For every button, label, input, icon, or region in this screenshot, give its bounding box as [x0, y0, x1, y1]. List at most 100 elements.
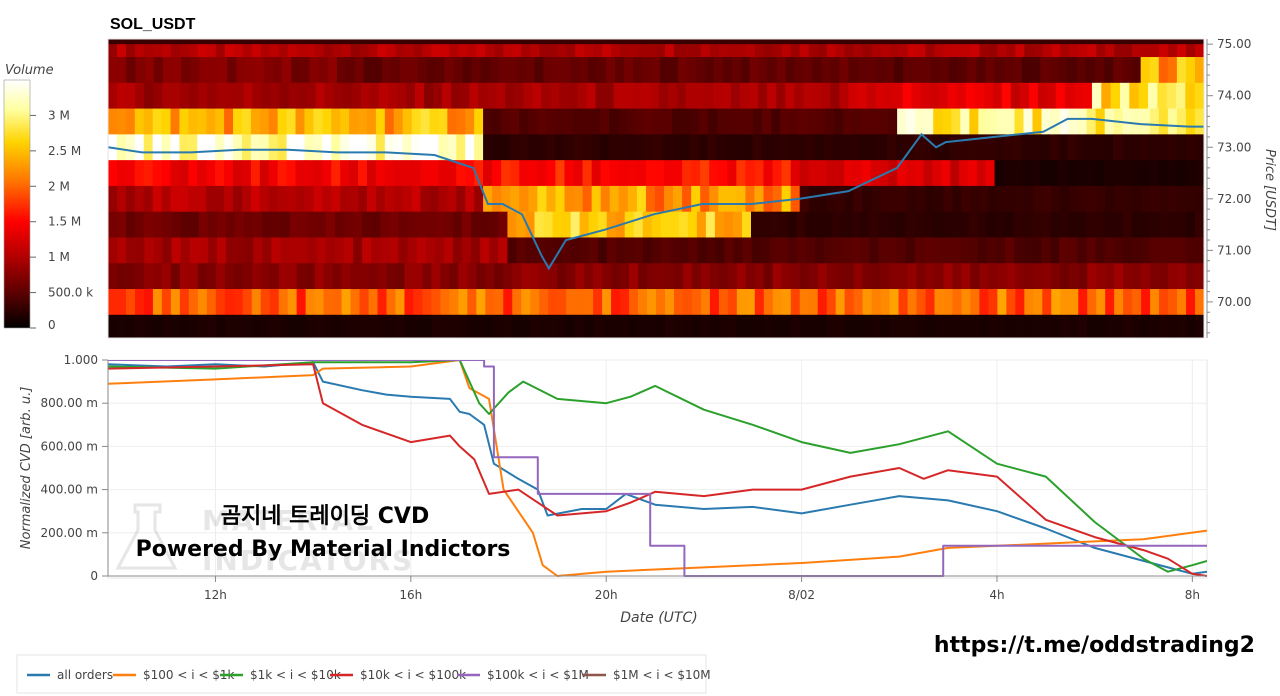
heatmap-cell — [932, 160, 943, 187]
heatmap-cell — [1123, 263, 1133, 290]
heatmap-cell — [519, 108, 529, 135]
heatmap-cell — [658, 82, 669, 110]
heatmap-cell — [1076, 134, 1087, 161]
heatmap-cell — [429, 185, 440, 213]
heatmap-cell — [723, 211, 734, 239]
heatmap-cell — [718, 185, 728, 213]
heatmap-cell — [539, 263, 549, 290]
heatmap-cell — [625, 237, 635, 264]
heatmap-cell — [358, 160, 368, 187]
heatmap-cell — [152, 314, 163, 338]
heatmap-cell — [988, 263, 998, 290]
heatmap-cell — [241, 108, 252, 135]
heatmap-cell — [930, 57, 941, 84]
heatmap-cell — [197, 289, 208, 316]
heatmap-cell — [224, 185, 234, 213]
heatmap-cell — [870, 160, 881, 187]
heatmap-cell — [224, 289, 235, 316]
heatmap-cell — [313, 160, 323, 187]
heatmap-cell — [629, 314, 639, 338]
heatmap-cell — [921, 57, 932, 84]
heatmap-cell — [1060, 263, 1070, 290]
heatmap-cell — [134, 263, 145, 290]
heatmap-cell — [695, 57, 706, 84]
heatmap-cell — [685, 82, 696, 110]
heatmap-cell — [1158, 160, 1169, 187]
heatmap-cell — [1059, 108, 1070, 135]
heatmap-cell — [950, 237, 961, 264]
heatmap-cell — [1012, 57, 1023, 84]
heatmap-cell — [368, 263, 379, 290]
heatmap-cell — [933, 108, 943, 135]
heatmap-cell — [1114, 263, 1124, 290]
heatmap-cell — [807, 108, 817, 135]
heatmap-cell — [152, 263, 163, 290]
heatmap-cell — [859, 211, 870, 239]
heatmap-cell — [207, 82, 217, 110]
heatmap-cell — [744, 108, 754, 135]
heatmap-cell — [965, 82, 976, 110]
heatmap-cell — [447, 185, 457, 213]
heatmap-cell — [1021, 160, 1032, 187]
heatmap-cell — [826, 185, 837, 213]
heatmap-cell — [492, 160, 502, 187]
heatmap-cell — [188, 108, 198, 135]
telegram-link[interactable]: https://t.me/oddstrading2 — [934, 633, 1255, 658]
heatmap-cell — [431, 314, 441, 338]
heatmap-cell — [586, 82, 597, 110]
heatmap-cell — [474, 185, 484, 213]
heatmap-cell — [753, 108, 763, 135]
heatmap-cell — [371, 237, 381, 264]
heatmap-cell — [380, 211, 391, 239]
heatmap-cell — [582, 185, 593, 213]
heatmap-cell — [422, 263, 433, 290]
heatmap-cell — [316, 237, 327, 264]
heatmap-cell — [834, 108, 844, 135]
heatmap-cell — [852, 160, 863, 187]
heatmap-cell — [850, 134, 861, 161]
heatmap-cell — [618, 160, 629, 187]
heatmap-cell — [152, 185, 163, 213]
heatmap-cell — [1051, 263, 1061, 290]
heatmap-cell — [1103, 134, 1114, 161]
heatmap-cell — [1012, 160, 1023, 187]
heatmap-cell — [241, 134, 252, 161]
heatmap-cell — [525, 57, 535, 84]
heatmap-cell — [907, 314, 918, 338]
heatmap-cell — [198, 237, 209, 264]
heatmap-cell — [512, 263, 522, 290]
heatmap-cell — [717, 108, 727, 135]
heatmap-cell — [974, 82, 985, 110]
heatmap-cell — [161, 185, 172, 213]
heatmap-cell — [584, 314, 594, 338]
heatmap-cell — [1132, 263, 1142, 290]
heatmap-cell — [566, 289, 576, 316]
heatmap-cell — [224, 263, 235, 290]
heatmap-cell — [983, 82, 994, 110]
heatmap-cell — [307, 211, 318, 239]
heatmap-cell — [600, 108, 610, 135]
heatmap-cell — [602, 314, 612, 338]
heatmap-cell — [608, 134, 619, 161]
heatmap-cell — [125, 160, 136, 187]
heatmap-cell — [906, 108, 916, 135]
heatmap-cell — [161, 263, 172, 290]
heatmap-cell — [1167, 237, 1178, 264]
heatmap-cell — [943, 314, 954, 338]
heatmap-cell — [494, 289, 504, 316]
heatmap-cell — [691, 185, 701, 213]
heatmap-cell — [1186, 289, 1196, 316]
heatmap-cell — [593, 314, 603, 338]
heatmap-cell — [474, 134, 484, 161]
heatmap-cell — [375, 160, 386, 187]
cvd-x-tick-label: 8h — [1185, 588, 1200, 602]
heatmap-cell — [581, 134, 592, 161]
heatmap-cell — [833, 237, 843, 264]
heatmap-cell — [322, 134, 332, 161]
heatmap-cell — [458, 314, 468, 338]
heatmap-cell — [808, 314, 819, 338]
heatmap-cell — [241, 185, 252, 213]
heatmap-cell — [286, 185, 297, 213]
heatmap-cell — [286, 108, 297, 135]
heatmap-cell — [754, 314, 765, 338]
